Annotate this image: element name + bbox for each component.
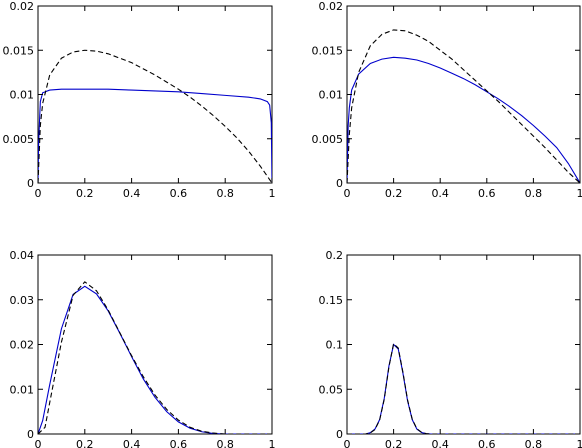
x-tick-label: 0.2 xyxy=(385,187,403,200)
chart-panel-3: 0 0.2 0.4 0.6 0.8 1 0 0.01 0.02 0.03 0.04 xyxy=(10,249,276,448)
y-tick-label: 0 xyxy=(27,177,34,190)
x-tick-label: 0.4 xyxy=(123,187,141,200)
y-tick-label: 0.02 xyxy=(10,0,35,13)
y-tick-label: 0.04 xyxy=(10,249,35,262)
chart-panel-4: 0 0.2 0.4 0.6 0.8 1 0 0.05 0.1 0.15 0.2 xyxy=(319,249,582,448)
x-tick-label: 0.4 xyxy=(431,438,449,448)
x-tick-label: 1 xyxy=(577,438,582,448)
x-tick-label: 0.6 xyxy=(170,187,188,200)
y-tick-label: 0.015 xyxy=(312,44,344,57)
series-line-solid xyxy=(347,56,580,183)
y-tick-label: 0.15 xyxy=(319,294,344,307)
x-tick-label: 1 xyxy=(269,187,276,200)
y-tick-label: 0 xyxy=(27,428,34,441)
x-tick-label: 0.8 xyxy=(216,438,234,448)
chart-panel-1: 0 0.2 0.4 0.6 0.8 1 0 0.005 0.01 0.015 0.02 xyxy=(3,0,276,200)
y-tick-label: 0 xyxy=(336,428,343,441)
series-line-solid xyxy=(38,285,272,434)
y-tick-label: 0 xyxy=(336,177,343,190)
series-line-solid xyxy=(38,88,272,183)
y-tick-label: 0.02 xyxy=(319,0,344,13)
y-tick-label: 0.01 xyxy=(10,383,35,396)
x-tick-label: 1 xyxy=(269,438,276,448)
x-tick-label: 0.2 xyxy=(76,187,94,200)
x-tick-label: 0 xyxy=(35,438,42,448)
x-tick-label: 0 xyxy=(35,187,42,200)
x-tick-label: 0.6 xyxy=(478,187,496,200)
x-tick-label: 0.2 xyxy=(76,438,94,448)
x-tick-label: 0.4 xyxy=(123,438,141,448)
series-line-dashed xyxy=(347,342,580,434)
plot-frame xyxy=(346,5,581,184)
y-tick-label: 0.1 xyxy=(326,339,344,352)
x-tick-label: 0.8 xyxy=(525,187,543,200)
x-tick-label: 1 xyxy=(577,187,582,200)
x-tick-label: 0.4 xyxy=(431,187,449,200)
x-tick-label: 0 xyxy=(344,187,351,200)
x-tick-label: 0.6 xyxy=(170,438,188,448)
y-tick-label: 0.02 xyxy=(10,339,35,352)
chart-panel-2: 0 0.2 0.4 0.6 0.8 1 0 0.005 0.01 0.015 0.02 xyxy=(312,0,582,200)
y-tick-label: 0.005 xyxy=(312,133,344,146)
plot-frame xyxy=(37,5,273,184)
y-tick-label: 0.01 xyxy=(319,89,344,102)
series-line-dashed xyxy=(38,49,272,183)
y-tick-label: 0.05 xyxy=(319,383,344,396)
x-tick-label: 0.2 xyxy=(385,438,403,448)
x-tick-label: 0.6 xyxy=(478,438,496,448)
y-tick-label: 0.005 xyxy=(3,133,35,146)
series-line-dashed xyxy=(38,281,272,434)
y-tick-label: 0.01 xyxy=(10,89,35,102)
series-line-solid xyxy=(347,343,580,434)
x-tick-label: 0 xyxy=(344,438,351,448)
x-tick-label: 0.8 xyxy=(525,438,543,448)
plot-frame xyxy=(37,254,273,435)
series-line-dashed xyxy=(347,29,580,183)
y-tick-label: 0.03 xyxy=(10,294,35,307)
y-tick-label: 0.2 xyxy=(326,249,344,262)
x-tick-label: 0.8 xyxy=(216,187,234,200)
y-tick-label: 0.015 xyxy=(3,44,35,57)
